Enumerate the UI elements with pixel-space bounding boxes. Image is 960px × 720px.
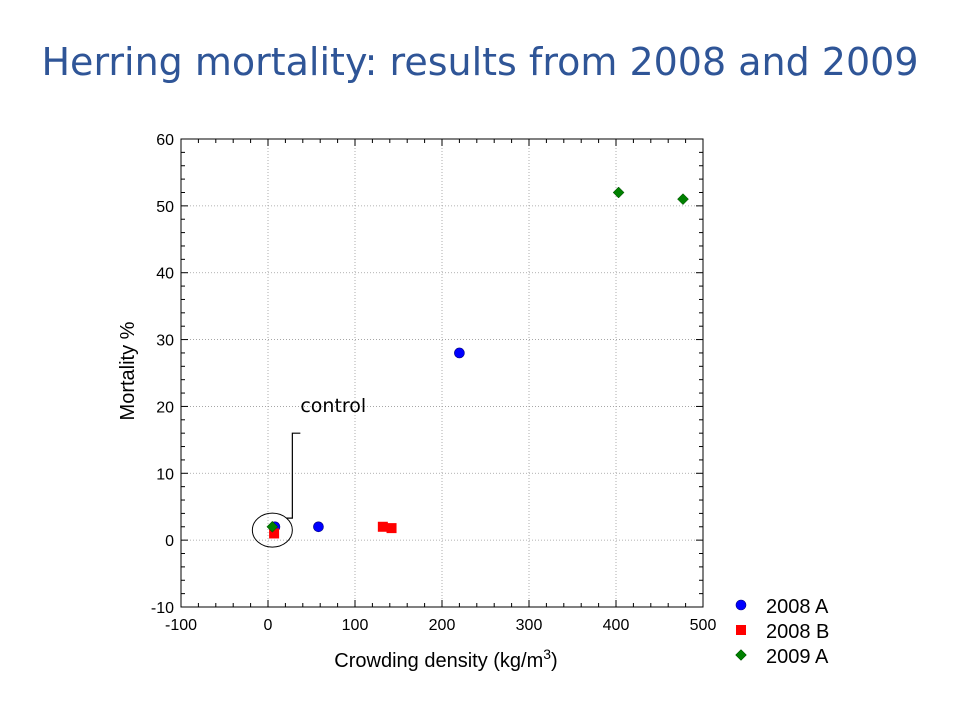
legend-label-2009-a: 2009 A (766, 646, 829, 668)
point-2009-a (266, 520, 279, 533)
axis-ticks (180, 138, 704, 608)
control-callout-line (286, 432, 301, 519)
y-tick-label: 40 (156, 266, 174, 283)
y-tick-label: -10 (151, 600, 174, 617)
data-points (266, 186, 689, 539)
x-tick-label: 0 (264, 617, 273, 634)
y-tick-label: 30 (156, 333, 174, 350)
y-tick-label: 20 (156, 399, 174, 416)
point-2008-b (377, 521, 388, 532)
x-axis-label-superscript: 3 (543, 646, 551, 662)
point-2008-a (454, 347, 465, 359)
x-tick-label: 400 (603, 617, 630, 634)
legend-marker-2009-a (735, 649, 747, 661)
point-2009-a (677, 193, 689, 206)
point-2009-a (612, 186, 625, 199)
y-tick-label: 0 (165, 533, 174, 550)
y-tick-label: 10 (156, 466, 174, 483)
x-axis-label: Crowding density (kg/m3) (334, 646, 557, 672)
x-tick-label: 100 (342, 617, 369, 634)
y-axis-label: Mortality % (117, 321, 139, 420)
point-2008-b (386, 523, 397, 534)
legend-marker-2008-a (735, 599, 747, 611)
slide-title: Herring mortality: results from 2008 and… (41, 40, 919, 84)
legend-label-2008-b: 2008 B (766, 621, 829, 643)
control-label: control (300, 395, 366, 417)
x-axis-label-close: ) (551, 650, 558, 672)
point-2008-a (313, 521, 324, 533)
legend-marker-2008-b (736, 625, 746, 635)
x-tick-label: 300 (516, 617, 543, 634)
legend: 2008 A 2008 B 2009 A (735, 596, 829, 668)
grid-lines (181, 139, 703, 607)
control-circle (251, 512, 293, 548)
y-tick-label: 50 (156, 199, 174, 216)
x-tick-label: -100 (165, 617, 197, 634)
x-tick-label: 200 (429, 617, 456, 634)
y-tick-label: 60 (156, 132, 174, 149)
control-annotation: control (251, 395, 366, 548)
x-axis-label-main: Crowding density (kg/m (334, 650, 543, 672)
legend-label-2008-a: 2008 A (766, 596, 829, 618)
point-2008-b (269, 528, 280, 539)
x-tick-label: 500 (690, 617, 717, 634)
